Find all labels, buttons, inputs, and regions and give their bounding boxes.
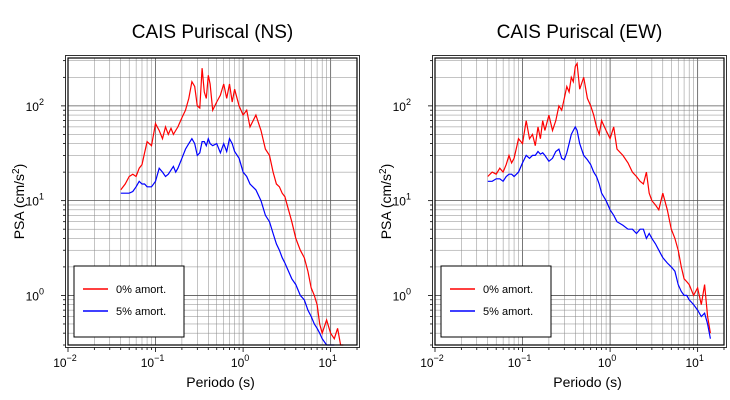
legend-label: 5% amort. — [116, 306, 166, 318]
x-axis-label: Periodo (s) — [186, 374, 254, 390]
series-line-amort-0 — [120, 68, 344, 346]
x-tick-label: 100 — [231, 353, 249, 370]
y-tick-label: 100 — [393, 286, 411, 303]
x-tick-label: 101 — [318, 353, 336, 370]
plot-frame-outer — [65, 55, 360, 348]
y-tick-label: 102 — [393, 97, 411, 114]
chart-panel-ns: CAIS Puriscal (NS) 10−2 10−1 100 101 100 101 10… — [11, 22, 360, 390]
legend: 0% amort. 5% amort. — [73, 265, 185, 338]
plot-frame-outer — [432, 55, 727, 348]
x-tick-label: 10−1 — [141, 353, 165, 370]
plot-frame — [67, 57, 358, 346]
series-line-amort-0 — [487, 61, 711, 334]
chart-title: CAIS Puriscal (NS) — [132, 22, 294, 43]
legend-box — [440, 265, 552, 338]
legend-label: 5% amort. — [483, 306, 533, 318]
legend-box — [73, 265, 185, 338]
chart-panel-ew: CAIS Puriscal (EW) 10−2 10−1 100 101 100 101 10… — [378, 22, 727, 390]
plot-frame — [434, 57, 725, 346]
legend: 0% amort. 5% amort. — [440, 265, 552, 338]
tick-marks — [428, 60, 725, 352]
series-line-amort-5 — [120, 136, 335, 346]
x-tick-label: 100 — [598, 353, 616, 370]
x-axis-label: Periodo (s) — [553, 374, 621, 390]
chart-title: CAIS Puriscal (EW) — [497, 22, 663, 43]
y-tick-label: 101 — [393, 192, 411, 209]
legend-label: 0% amort. — [483, 284, 533, 296]
y-tick-label: 101 — [26, 192, 44, 209]
series-line-amort-5 — [487, 125, 711, 339]
x-tick-label: 10−1 — [508, 353, 532, 370]
x-tick-label: 10−2 — [420, 353, 444, 370]
tick-marks — [61, 60, 358, 352]
grid — [68, 58, 357, 346]
y-tick-label: 102 — [26, 97, 44, 114]
y-tick-label: 100 — [26, 286, 44, 303]
y-axis-label: PSA (cm/s2) — [378, 164, 394, 240]
y-axis-label: PSA (cm/s2) — [11, 164, 27, 240]
legend-label: 0% amort. — [116, 284, 166, 296]
x-tick-label: 101 — [685, 353, 703, 370]
x-tick-label: 10−2 — [53, 353, 77, 370]
